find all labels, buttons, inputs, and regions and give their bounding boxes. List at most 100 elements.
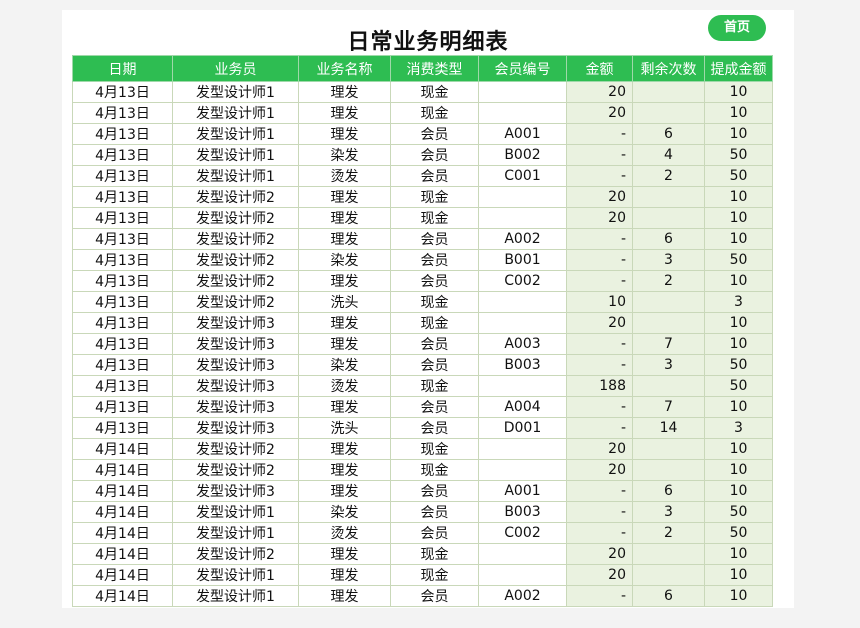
table-cell[interactable]: 6 — [632, 585, 705, 607]
table-cell[interactable]: 会员 — [390, 585, 479, 607]
table-cell[interactable] — [478, 291, 567, 313]
table-cell[interactable] — [632, 207, 705, 229]
table-cell[interactable]: 发型设计师1 — [172, 102, 299, 124]
table-cell[interactable]: - — [566, 354, 633, 376]
table-cell[interactable]: 10 — [704, 270, 773, 292]
table-cell[interactable]: 发型设计师2 — [172, 291, 299, 313]
table-cell[interactable]: 发型设计师1 — [172, 585, 299, 607]
table-cell[interactable]: 50 — [704, 522, 773, 544]
table-cell[interactable]: 2 — [632, 522, 705, 544]
table-cell[interactable] — [478, 459, 567, 481]
table-cell[interactable]: 4月14日 — [72, 585, 173, 607]
table-cell[interactable]: 现金 — [390, 81, 479, 103]
column-header[interactable]: 业务名称 — [298, 55, 391, 82]
table-cell[interactable]: 理发 — [298, 228, 391, 250]
table-cell[interactable]: 10 — [704, 312, 773, 334]
table-cell[interactable]: - — [566, 417, 633, 439]
table-cell[interactable]: 发型设计师2 — [172, 438, 299, 460]
table-cell[interactable]: 会员 — [390, 123, 479, 145]
table-cell[interactable]: 10 — [704, 543, 773, 565]
table-cell[interactable]: 4月13日 — [72, 186, 173, 208]
table-cell[interactable]: 染发 — [298, 501, 391, 523]
table-cell[interactable]: 现金 — [390, 291, 479, 313]
table-cell[interactable]: 理发 — [298, 186, 391, 208]
table-cell[interactable]: A001 — [478, 123, 567, 145]
table-cell[interactable]: 20 — [566, 564, 633, 586]
table-cell[interactable]: 烫发 — [298, 165, 391, 187]
table-cell[interactable]: 理发 — [298, 585, 391, 607]
table-cell[interactable]: 4月13日 — [72, 249, 173, 271]
table-cell[interactable]: C002 — [478, 522, 567, 544]
table-cell[interactable]: 4月13日 — [72, 333, 173, 355]
table-cell[interactable] — [632, 375, 705, 397]
table-cell[interactable]: 发型设计师2 — [172, 186, 299, 208]
table-cell[interactable] — [632, 564, 705, 586]
column-header[interactable]: 会员编号 — [478, 55, 567, 82]
table-cell[interactable]: 3 — [632, 501, 705, 523]
table-cell[interactable]: 发型设计师2 — [172, 249, 299, 271]
table-cell[interactable]: 10 — [704, 123, 773, 145]
table-cell[interactable] — [632, 459, 705, 481]
table-cell[interactable]: 现金 — [390, 102, 479, 124]
table-cell[interactable]: - — [566, 249, 633, 271]
table-cell[interactable]: 20 — [566, 102, 633, 124]
table-cell[interactable]: - — [566, 165, 633, 187]
table-cell[interactable]: 洗头 — [298, 417, 391, 439]
table-cell[interactable]: 发型设计师3 — [172, 480, 299, 502]
table-cell[interactable]: 理发 — [298, 543, 391, 565]
table-cell[interactable]: 50 — [704, 165, 773, 187]
table-cell[interactable]: 14 — [632, 417, 705, 439]
table-cell[interactable]: 2 — [632, 165, 705, 187]
table-cell[interactable]: 烫发 — [298, 375, 391, 397]
table-cell[interactable] — [632, 81, 705, 103]
table-cell[interactable]: 发型设计师1 — [172, 165, 299, 187]
table-cell[interactable]: 会员 — [390, 396, 479, 418]
table-cell[interactable]: 4月13日 — [72, 375, 173, 397]
table-cell[interactable]: 染发 — [298, 249, 391, 271]
table-cell[interactable]: A003 — [478, 333, 567, 355]
table-cell[interactable]: 10 — [704, 480, 773, 502]
table-cell[interactable]: 现金 — [390, 543, 479, 565]
table-cell[interactable]: 4月14日 — [72, 480, 173, 502]
table-cell[interactable]: - — [566, 144, 633, 166]
table-cell[interactable]: 7 — [632, 396, 705, 418]
table-cell[interactable]: 会员 — [390, 522, 479, 544]
table-cell[interactable]: 3 — [632, 249, 705, 271]
table-cell[interactable]: 洗头 — [298, 291, 391, 313]
table-cell[interactable]: 10 — [704, 228, 773, 250]
table-cell[interactable]: 会员 — [390, 480, 479, 502]
table-cell[interactable]: 4月13日 — [72, 396, 173, 418]
table-cell[interactable]: - — [566, 522, 633, 544]
table-cell[interactable]: 会员 — [390, 417, 479, 439]
table-cell[interactable]: 50 — [704, 501, 773, 523]
table-cell[interactable]: 理发 — [298, 459, 391, 481]
table-cell[interactable] — [478, 186, 567, 208]
table-cell[interactable]: 发型设计师2 — [172, 459, 299, 481]
table-cell[interactable]: 发型设计师3 — [172, 375, 299, 397]
table-cell[interactable]: 会员 — [390, 228, 479, 250]
table-cell[interactable]: 发型设计师1 — [172, 501, 299, 523]
table-cell[interactable]: 50 — [704, 144, 773, 166]
table-cell[interactable]: 10 — [704, 396, 773, 418]
table-cell[interactable]: 现金 — [390, 207, 479, 229]
table-cell[interactable]: 20 — [566, 438, 633, 460]
table-cell[interactable]: 理发 — [298, 102, 391, 124]
column-header[interactable]: 提成金额 — [704, 55, 773, 82]
table-cell[interactable]: 3 — [704, 417, 773, 439]
table-cell[interactable]: 4月13日 — [72, 123, 173, 145]
table-cell[interactable]: 188 — [566, 375, 633, 397]
table-cell[interactable] — [478, 438, 567, 460]
table-cell[interactable]: 10 — [704, 102, 773, 124]
table-cell[interactable]: - — [566, 333, 633, 355]
table-cell[interactable]: 10 — [704, 186, 773, 208]
table-cell[interactable]: 4月13日 — [72, 165, 173, 187]
table-cell[interactable]: 发型设计师2 — [172, 543, 299, 565]
table-cell[interactable]: 会员 — [390, 501, 479, 523]
table-cell[interactable] — [478, 312, 567, 334]
table-cell[interactable] — [632, 438, 705, 460]
table-cell[interactable]: 4月13日 — [72, 417, 173, 439]
table-cell[interactable]: 会员 — [390, 144, 479, 166]
table-cell[interactable]: 现金 — [390, 459, 479, 481]
table-cell[interactable]: 会员 — [390, 249, 479, 271]
table-cell[interactable]: 发型设计师3 — [172, 333, 299, 355]
